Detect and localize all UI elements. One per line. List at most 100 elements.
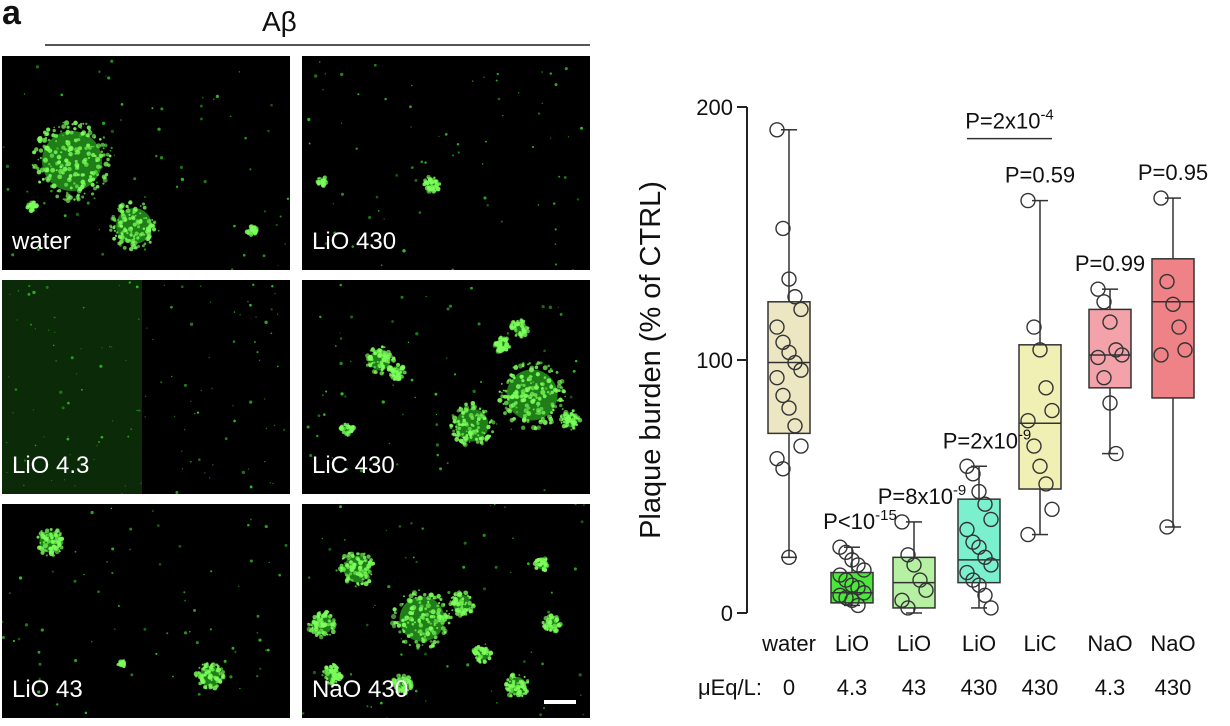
plaque-speck [479,654,484,659]
plaque-speck [460,608,464,611]
plaque-speck [559,403,563,408]
plaque-speck [69,186,73,190]
speck [317,414,321,418]
plaque-speck [133,208,136,211]
plaque-speck [536,401,541,406]
plaque-speck [571,409,575,413]
plaque-speck [534,365,539,370]
speck [56,703,59,706]
plaque-speck [129,226,133,230]
speck [543,349,546,353]
speck [400,653,403,656]
data-point [1165,296,1181,313]
plaque-speck [513,676,516,679]
speck [339,283,343,287]
plaque-speck [320,617,324,621]
plaque-speck [390,369,395,374]
speck [302,712,305,715]
speck [312,670,317,675]
plaque-speck [366,563,372,568]
data-point [793,301,809,318]
speck [241,470,246,475]
plaque-speck [113,219,117,223]
plaque-speck [510,672,516,678]
speck [530,651,532,653]
speck [357,93,360,96]
plaque-speck [539,557,542,560]
plaque-speck [570,428,573,431]
speck [438,135,440,138]
plaque-speck [412,592,415,595]
plaque-speck [421,644,424,647]
plaque-speck [518,674,521,676]
plaque-speck [414,629,417,632]
plaque-speck [436,593,441,599]
plaque-speck [448,612,451,615]
speck [580,126,583,130]
speck [144,196,146,198]
plaque-speck [329,678,335,684]
plaque-speck [379,371,384,376]
plaque-speck [511,687,514,691]
plaque-speck [310,624,313,627]
plaque-speck [65,140,68,143]
speck [547,610,551,614]
plaque-speck [55,194,60,199]
speck [496,423,498,425]
plaque-speck [408,643,411,647]
plaque-speck [350,431,353,433]
speck [435,423,439,426]
plaque-speck [376,361,379,363]
speck [368,215,372,220]
data-point [781,271,797,287]
plaque-speck [382,350,387,355]
speck [200,389,202,392]
speck [232,340,236,343]
speck [343,538,346,541]
speck [37,248,40,251]
speck [101,121,106,125]
plaque-speck [49,153,55,158]
plaque-speck [50,536,54,540]
plaque-speck [564,395,567,398]
y-tick-label: 0 [721,601,733,626]
y-tick-label: 200 [696,95,733,120]
plaque-speck [350,554,355,558]
speck [267,129,270,133]
speck [463,541,467,545]
data-point [983,557,999,573]
plaque-speck [130,231,133,234]
speck [184,383,187,387]
plaque-speck [361,578,365,581]
plaque-speck [525,679,530,683]
plaque-speck [431,614,436,619]
speck [110,346,113,348]
plaque-speck [542,560,547,565]
plaque [42,131,102,191]
plaque-speck [396,623,402,628]
speck [477,322,481,326]
plaque-speck [516,682,520,685]
plaque-speck [48,550,53,555]
plaque-speck [536,425,541,430]
box-6 [1151,190,1195,535]
speck [537,204,540,206]
plaque-speck [130,242,136,248]
plaque-speck [134,214,137,217]
speck [242,253,246,257]
speck [166,632,169,635]
speck [98,70,101,73]
speck [249,485,253,489]
plaque-speck [373,361,376,364]
plaque-speck [49,165,52,168]
plaque-speck [93,136,96,139]
plaque-speck [532,398,536,402]
plaque-speck [100,142,105,147]
plaque-speck [371,346,375,351]
plaque-speck [480,442,484,446]
plaque-speck [522,332,528,338]
speck [127,435,130,438]
y-tick-label: 100 [696,348,733,373]
speck [400,638,403,640]
plaque-speck [119,234,125,240]
